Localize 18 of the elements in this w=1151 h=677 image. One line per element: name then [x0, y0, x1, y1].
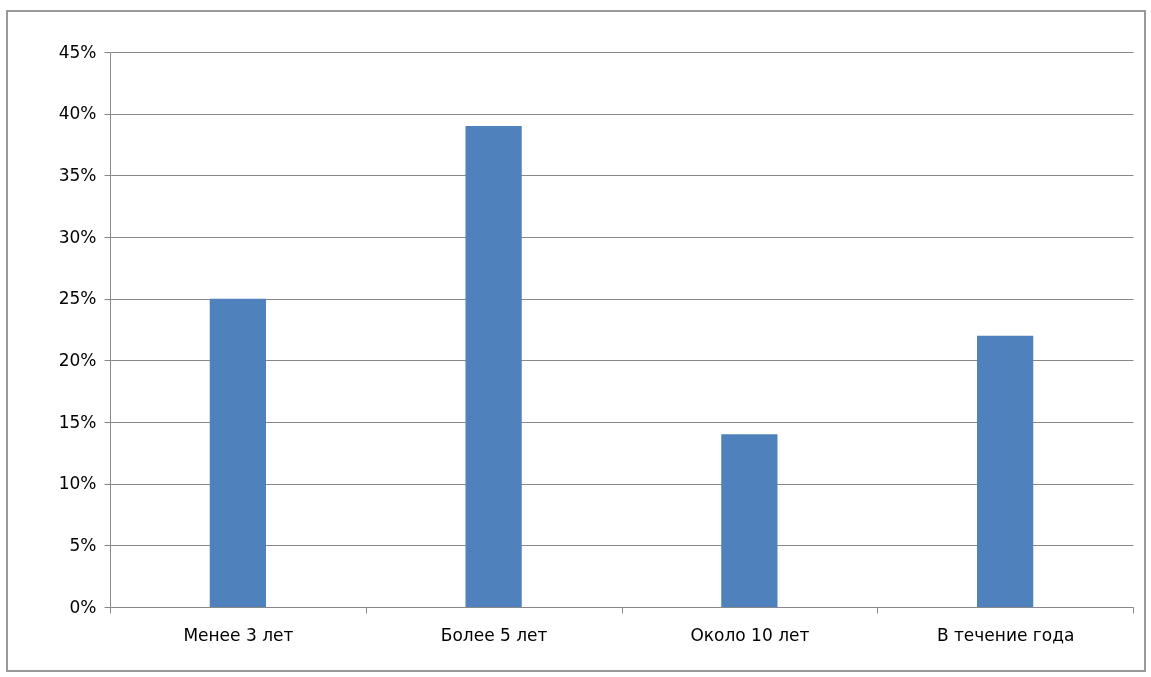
y-tick-label: 0%: [69, 596, 97, 617]
x-tick-label: Менее 3 лет: [183, 624, 294, 645]
y-tick-label: 25%: [58, 288, 97, 309]
x-tick-label: В течение года: [936, 624, 1075, 645]
y-tick-label: 45%: [58, 41, 97, 62]
bar: [209, 298, 267, 607]
y-tick-label: 40%: [58, 103, 97, 124]
y-tick-label: 10%: [58, 473, 97, 494]
y-tick-label: 5%: [69, 534, 97, 555]
y-tick-label: 35%: [58, 164, 97, 185]
y-tick-label: 30%: [58, 226, 97, 247]
y-tick-label: 15%: [58, 411, 97, 432]
bar: [721, 434, 778, 607]
x-tick-label: Около 10 лет: [690, 624, 810, 645]
bar: [976, 335, 1034, 607]
bar: [465, 126, 522, 607]
y-tick-label: 20%: [58, 349, 97, 370]
x-tick-label: Более 5 лет: [440, 624, 548, 645]
